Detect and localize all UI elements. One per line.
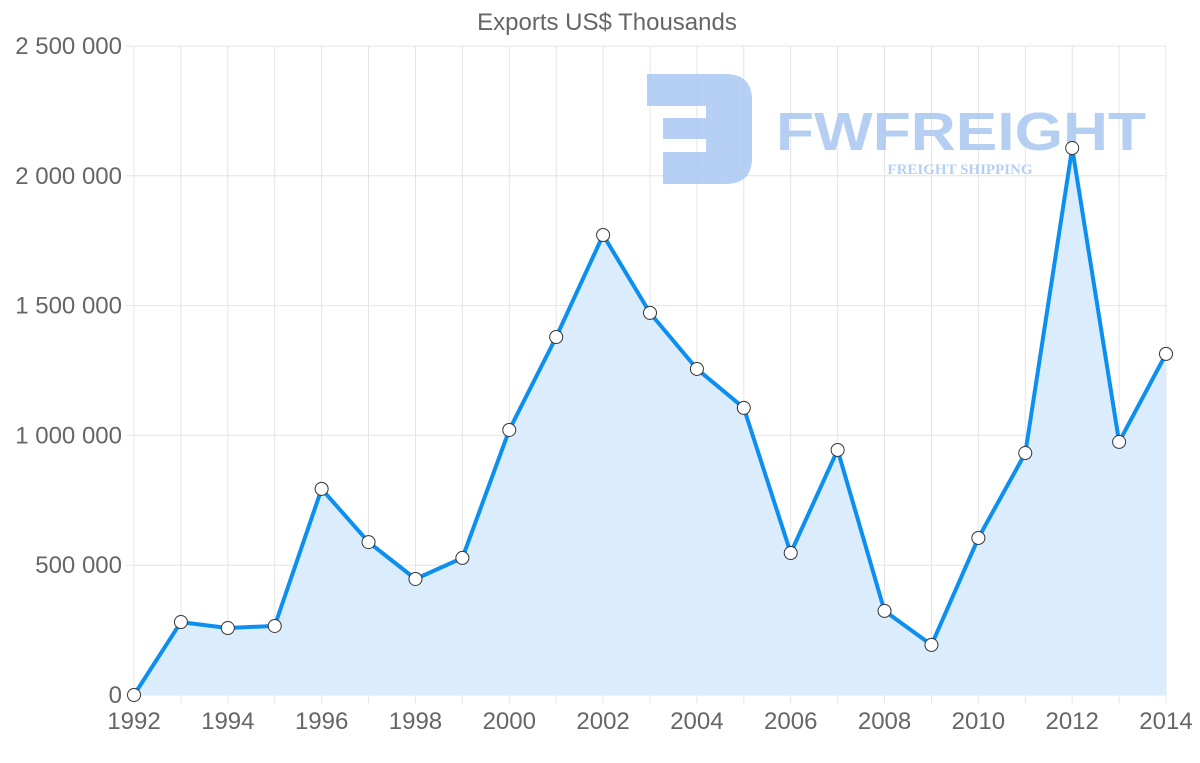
data-point[interactable]: [689, 361, 704, 376]
data-point[interactable]: [783, 545, 798, 560]
data-point[interactable]: [877, 603, 892, 618]
y-tick-label: 2 000 000: [15, 163, 122, 190]
data-point[interactable]: [220, 621, 235, 636]
x-tick-label: 2012: [1045, 708, 1098, 735]
data-point[interactable]: [502, 422, 517, 437]
data-point[interactable]: [1159, 346, 1173, 361]
x-tick-label: 2006: [764, 708, 817, 735]
x-tick-label: 2004: [670, 708, 723, 735]
data-point[interactable]: [361, 535, 376, 550]
area-fill: [134, 148, 1166, 695]
logo-tagline-text: FREIGHT SHIPPING: [887, 162, 1032, 178]
x-tick-label: 1998: [389, 708, 442, 735]
data-point[interactable]: [1065, 141, 1080, 156]
data-point[interactable]: [455, 550, 470, 565]
logo-brand-text: FWFREIGHT: [776, 102, 1146, 162]
data-point[interactable]: [830, 442, 845, 457]
data-point[interactable]: [1112, 434, 1127, 449]
data-point[interactable]: [314, 481, 329, 496]
x-tick-label: 1996: [295, 708, 348, 735]
x-tick-label: 2010: [952, 708, 1005, 735]
chart-title: Exports US$ Thousands: [477, 9, 737, 36]
data-point[interactable]: [127, 688, 141, 702]
data-point[interactable]: [643, 305, 657, 320]
y-tick-label: 500 000: [35, 552, 122, 579]
data-point[interactable]: [267, 618, 282, 633]
y-tick-label: 1 500 000: [15, 293, 122, 320]
logo-mark-icon: [647, 74, 752, 184]
data-point[interactable]: [924, 637, 939, 652]
data-point[interactable]: [173, 615, 188, 630]
x-tick-label: 2000: [483, 708, 536, 735]
x-tick-label: 2014: [1139, 708, 1192, 735]
data-point[interactable]: [596, 227, 611, 242]
data-point[interactable]: [971, 530, 986, 545]
fwfreight-logo-watermark: FWFREIGHT FREIGHT SHIPPING: [647, 74, 1146, 184]
x-tick-label: 2002: [576, 708, 629, 735]
data-point[interactable]: [736, 400, 751, 415]
x-tick-label: 1994: [201, 708, 254, 735]
data-point[interactable]: [549, 330, 564, 345]
data-point[interactable]: [1018, 446, 1033, 461]
y-tick-label: 1 000 000: [15, 422, 122, 449]
data-point[interactable]: [408, 571, 423, 586]
x-tick-label: 1992: [107, 708, 160, 735]
y-tick-label: 0: [109, 682, 122, 709]
y-tick-label: 2 500 000: [15, 33, 122, 60]
x-tick-label: 2008: [858, 708, 911, 735]
